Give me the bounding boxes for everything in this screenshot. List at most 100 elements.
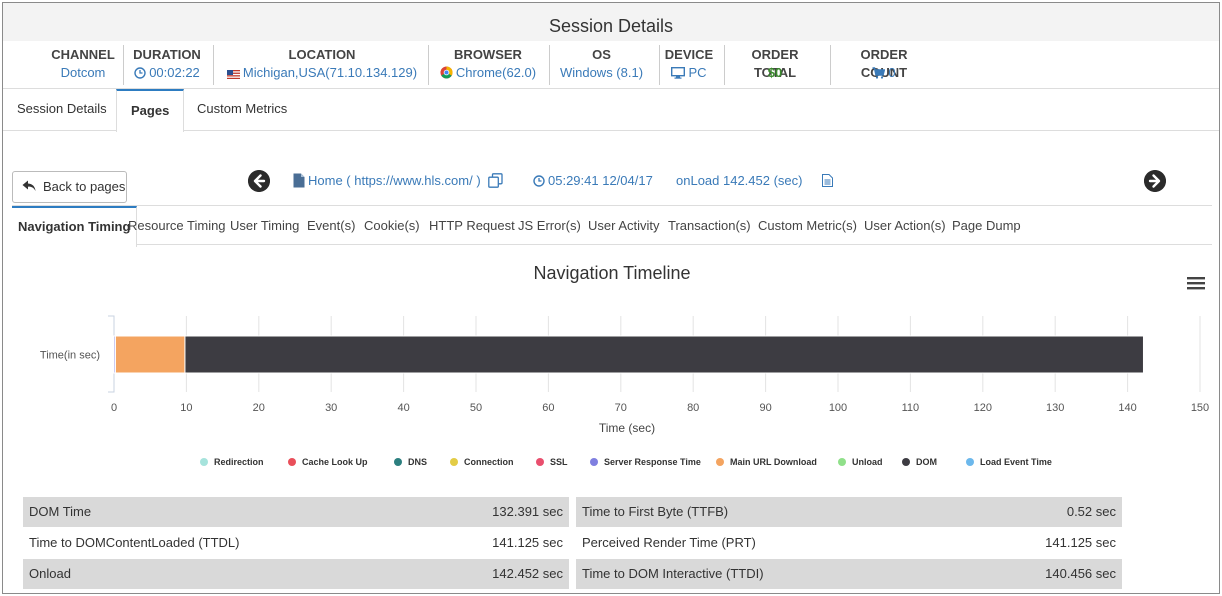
y-category-label: Time(in sec) bbox=[40, 350, 100, 362]
tab-http-request[interactable]: HTTP Request bbox=[429, 218, 515, 233]
metric-label: Time to First Byte (TTFB) bbox=[582, 504, 729, 519]
page-url-link[interactable]: Home ( https://www.hls.com/ ) bbox=[293, 173, 503, 188]
monitor-icon bbox=[671, 67, 686, 79]
order-total-value: $0 bbox=[767, 65, 783, 80]
session-summary: CHANNEL Dotcom DURATION 00:02:22 LOCATIO… bbox=[3, 41, 1219, 89]
legend-dot bbox=[536, 458, 544, 466]
legend-dot bbox=[590, 458, 598, 466]
location-value-wrap: Michigan,USA(71.10.134.129) bbox=[217, 64, 427, 82]
tab-custom-metrics[interactable]: Custom Metrics bbox=[197, 101, 288, 116]
onload-time: onLoad 142.452 (sec) bbox=[676, 173, 803, 188]
metric-row: Time to First Byte (TTFB) 0.52 sec bbox=[576, 497, 1122, 527]
back-to-pages-button[interactable]: Back to pages bbox=[12, 171, 127, 203]
bar-segment-main-url-download[interactable] bbox=[114, 335, 186, 374]
document-icon bbox=[293, 173, 305, 188]
x-tick-label: 70 bbox=[615, 402, 627, 414]
timeline-plot: Time(in sec) 0 10 20 30 40 50 60 70 80 90 100 110 120… bbox=[40, 315, 1209, 435]
device-value: PC bbox=[688, 65, 707, 80]
page-url-text: Home ( https://www.hls.com/ ) bbox=[308, 173, 481, 188]
tab-resource-timing[interactable]: Resource Timing bbox=[128, 218, 226, 233]
metric-label: Onload bbox=[29, 566, 71, 581]
legend-label: DNS bbox=[408, 457, 428, 467]
x-tick-label: 130 bbox=[1046, 402, 1064, 414]
duration-value-wrap: 00:02:22 bbox=[127, 64, 207, 82]
legend-item-main-url-download[interactable]: Main URL Download bbox=[716, 457, 817, 467]
metric-value: 0.52 sec bbox=[1066, 504, 1116, 519]
legend-item-cache-look-up[interactable]: Cache Look Up bbox=[288, 457, 368, 467]
report-icon[interactable] bbox=[822, 174, 833, 187]
tab-session-details[interactable]: Session Details bbox=[17, 101, 107, 116]
previous-page-icon[interactable] bbox=[248, 170, 270, 192]
metric-label: DOM Time bbox=[29, 504, 92, 519]
x-axis-label: Time (sec) bbox=[599, 421, 655, 435]
tab-pages[interactable]: Pages bbox=[116, 89, 185, 132]
tab-user-activity[interactable]: User Activity bbox=[588, 218, 660, 233]
channel-label: CHANNEL bbox=[51, 47, 115, 62]
legend-item-connection[interactable]: Connection bbox=[450, 457, 514, 467]
legend-label: Connection bbox=[464, 457, 514, 467]
legend-item-server-response-time[interactable]: Server Response Time bbox=[590, 457, 701, 467]
summary-order-count: ORDER COUNT 0 bbox=[837, 46, 931, 86]
browser-value-wrap: Chrome(62.0) bbox=[432, 64, 544, 82]
os-label: OS bbox=[592, 47, 611, 62]
legend-label: SSL bbox=[550, 457, 568, 467]
legend-dot bbox=[966, 458, 974, 466]
x-tick-label: 20 bbox=[253, 402, 265, 414]
chart-legend: Redirection Cache Look Up DNS Connection SSL… bbox=[12, 457, 1212, 471]
legend-item-load-event-time[interactable]: Load Event Time bbox=[966, 457, 1052, 467]
tab-transactions[interactable]: Transaction(s) bbox=[668, 218, 751, 233]
legend-item-redirection[interactable]: Redirection bbox=[200, 457, 264, 467]
legend-item-dns[interactable]: DNS bbox=[394, 457, 427, 467]
tab-page-dump[interactable]: Page Dump bbox=[952, 218, 1021, 233]
metric-row: Time to DOM Interactive (TTDI) 140.456 s… bbox=[576, 559, 1122, 589]
legend-label: Cache Look Up bbox=[302, 457, 368, 467]
metric-value: 132.391 sec bbox=[492, 504, 563, 519]
summary-device: DEVICE PC bbox=[663, 46, 715, 86]
metric-row: DOM Time 132.391 sec bbox=[23, 497, 569, 527]
summary-order-total: ORDER TOTAL $0 bbox=[731, 46, 819, 86]
clock-icon bbox=[134, 67, 146, 79]
clock-icon bbox=[533, 175, 545, 187]
summary-browser: BROWSER Chrome(62.0) bbox=[432, 46, 544, 86]
hamburger-menu-icon[interactable] bbox=[1187, 275, 1205, 291]
x-tick-label: 10 bbox=[180, 402, 192, 414]
x-tick-label: 30 bbox=[325, 402, 337, 414]
reply-arrow-icon bbox=[22, 180, 36, 191]
x-tick-label: 80 bbox=[687, 402, 699, 414]
x-tick-label: 50 bbox=[470, 402, 482, 414]
tab-js-errors[interactable]: JS Error(s) bbox=[518, 218, 581, 233]
x-tick-label: 120 bbox=[974, 402, 992, 414]
tab-user-timing[interactable]: User Timing bbox=[230, 218, 300, 233]
tab-custom-metrics-detail[interactable]: Custom Metric(s) bbox=[758, 218, 857, 233]
legend-item-unload[interactable]: Unload bbox=[838, 457, 883, 467]
order-count-value: 0 bbox=[888, 65, 896, 80]
legend-label: Main URL Download bbox=[730, 457, 817, 467]
page-navigation: Back to pages Home ( https://www.hls.com… bbox=[3, 161, 1219, 205]
copy-icon[interactable] bbox=[488, 173, 503, 188]
chrome-icon bbox=[440, 66, 453, 79]
legend-label: DOM bbox=[916, 457, 937, 467]
location-value: Michigan,USA(71.10.134.129) bbox=[242, 65, 418, 80]
tab-navigation-timing[interactable]: Navigation Timing bbox=[12, 206, 138, 247]
legend-label: Unload bbox=[852, 457, 883, 467]
order-count-value-wrap: 0 bbox=[837, 64, 931, 82]
x-tick-label: 60 bbox=[542, 402, 554, 414]
device-value-wrap: PC bbox=[663, 64, 715, 82]
bar-segment-dom[interactable] bbox=[184, 335, 1144, 374]
legend-dot bbox=[394, 458, 402, 466]
page-timestamp: 05:29:41 12/04/17 bbox=[533, 173, 653, 188]
x-tick-label: 90 bbox=[759, 402, 771, 414]
order-count-label: ORDER COUNT bbox=[860, 47, 908, 80]
channel-value: Dotcom bbox=[60, 65, 106, 80]
legend-dot bbox=[450, 458, 458, 466]
legend-dot bbox=[288, 458, 296, 466]
legend-item-dom[interactable]: DOM bbox=[902, 457, 937, 467]
browser-label: BROWSER bbox=[454, 47, 522, 62]
tab-user-actions[interactable]: User Action(s) bbox=[864, 218, 946, 233]
tab-events[interactable]: Event(s) bbox=[307, 218, 356, 233]
metric-value: 141.125 sec bbox=[1045, 535, 1116, 550]
next-page-icon[interactable] bbox=[1144, 170, 1166, 192]
tab-cookies[interactable]: Cookie(s) bbox=[364, 218, 420, 233]
x-tick-label: 140 bbox=[1118, 402, 1136, 414]
legend-item-ssl[interactable]: SSL bbox=[536, 457, 568, 467]
